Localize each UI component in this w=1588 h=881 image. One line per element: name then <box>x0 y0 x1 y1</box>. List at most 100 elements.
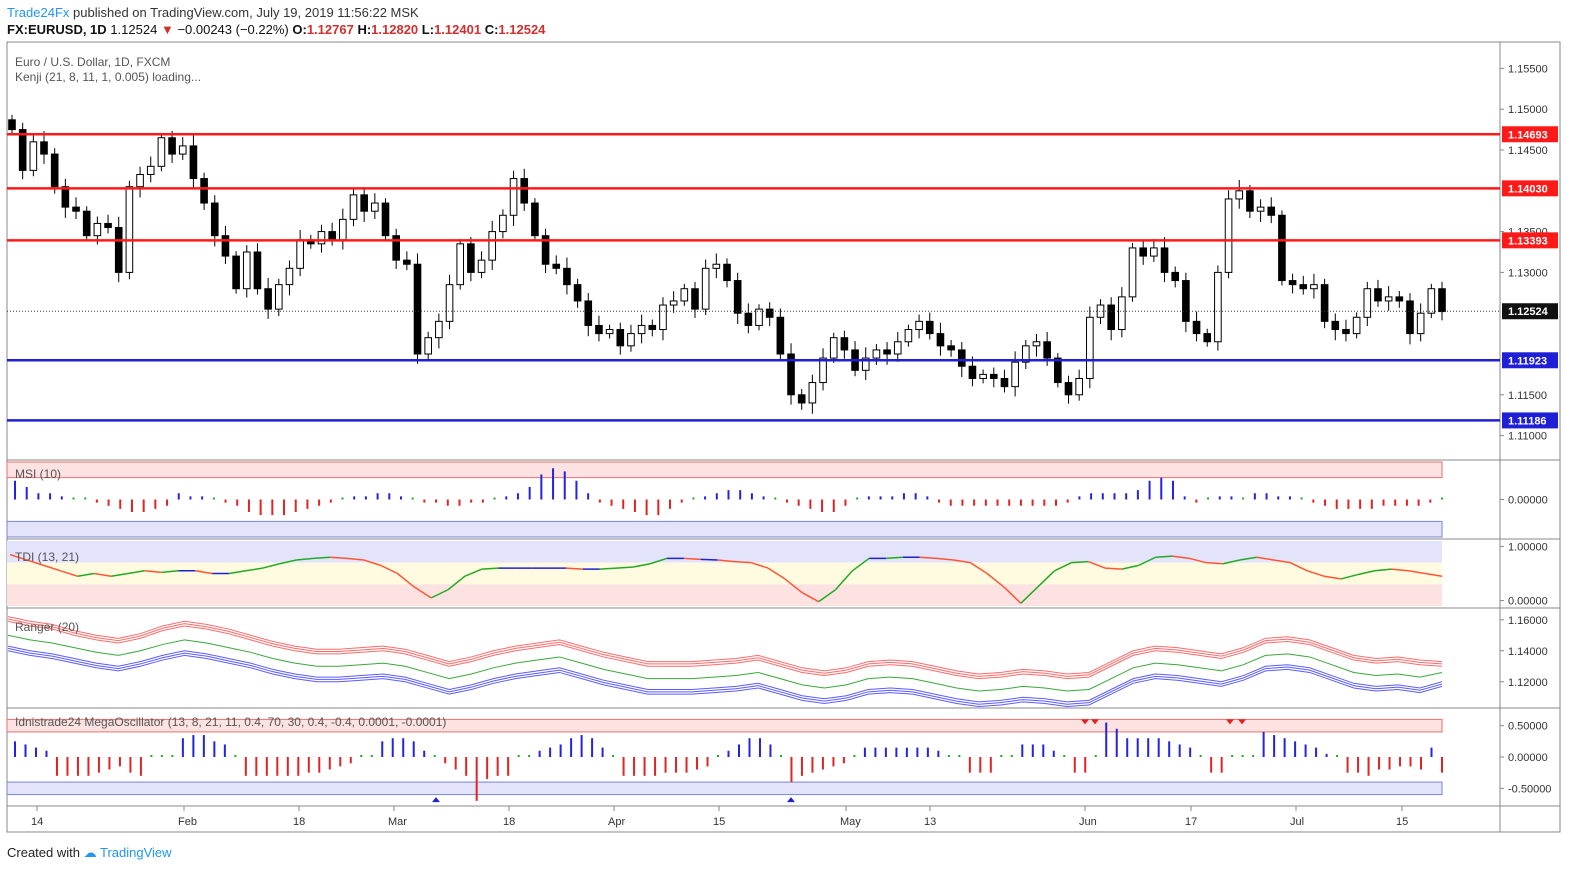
ranger-lower-line <box>7 647 1443 705</box>
price-tick-label: 1.15500 <box>1508 63 1548 75</box>
level-price-tag: 1.11923 <box>1502 352 1558 369</box>
tradingview-link[interactable]: TradingView <box>100 845 172 860</box>
candle-body <box>883 349 891 355</box>
candle-body <box>1320 284 1329 322</box>
candle-body <box>264 288 272 310</box>
tdi-line-segment <box>969 562 988 575</box>
candle-body <box>1160 247 1169 273</box>
candle-body <box>787 353 795 396</box>
tdi-title: TDI (13, 21) <box>15 550 79 564</box>
candle-body <box>413 263 422 355</box>
candle-body <box>29 141 38 171</box>
tdi-line-segment <box>565 567 583 570</box>
candle-body <box>1352 316 1361 335</box>
candle-body <box>1000 377 1009 388</box>
megaosc-tick-label: -0.50000 <box>1508 783 1551 795</box>
candle-body <box>1406 300 1414 335</box>
candle-body <box>904 329 913 343</box>
ranger-mid-line <box>7 634 1443 692</box>
tdi-line-segment <box>767 567 786 580</box>
tdi-line-segment <box>1222 559 1241 565</box>
candle-body <box>1438 288 1446 313</box>
tdi-line-segment <box>1054 561 1072 572</box>
candle-body <box>872 349 881 359</box>
level-tag-bg <box>1502 232 1558 249</box>
tdi-line-segment <box>110 572 129 577</box>
candle-body <box>349 194 358 220</box>
tdi-mid-band <box>7 562 1442 585</box>
msi-title: MSI (10) <box>15 467 61 481</box>
tdi-line-segment <box>599 567 617 570</box>
publish-info: Trade24Fx published on TradingView.com, … <box>7 5 419 20</box>
megaosc-band <box>6 718 1443 733</box>
candle-body <box>531 202 539 237</box>
candle-body <box>1342 329 1350 335</box>
candle-body <box>648 324 657 331</box>
candle-body <box>627 333 635 347</box>
candle-body <box>968 365 977 379</box>
time-tick-label: 13 <box>924 816 936 828</box>
level-tag-bg <box>1502 352 1558 369</box>
time-tick-label: 18 <box>293 816 305 828</box>
tdi-line-segment <box>296 557 314 561</box>
level-price-tag: 1.14693 <box>1502 126 1558 143</box>
ranger-tick-label: 1.14000 <box>1508 646 1548 658</box>
candle-body <box>488 231 497 261</box>
candle-body <box>1299 284 1308 290</box>
level-price-tag: 1.11186 <box>1502 412 1558 429</box>
candle-body <box>723 263 731 282</box>
candle-body <box>1043 341 1051 359</box>
down-arrow-icon: ▼ <box>160 22 174 37</box>
tdi-line-segment <box>953 559 971 564</box>
time-tick-label: Feb <box>178 816 197 828</box>
candle-body <box>840 337 849 351</box>
tdi-line-segment <box>60 570 78 577</box>
candle-body <box>499 214 507 233</box>
tdi-line-segment <box>313 556 331 560</box>
tdi-line-segment <box>751 561 769 569</box>
tdi-line-segment <box>1425 572 1443 577</box>
footer: Created with ☁ TradingView <box>7 845 172 861</box>
candle-body <box>200 178 208 204</box>
candle-body <box>563 267 571 286</box>
msi-band <box>6 461 1443 479</box>
tdi-line-segment <box>26 559 44 567</box>
candle-body <box>915 320 923 331</box>
candle-body <box>1064 382 1073 396</box>
candle-body <box>605 329 614 335</box>
price-tick-label: 1.14500 <box>1508 145 1548 157</box>
price-tick-label: 1.11500 <box>1508 390 1547 402</box>
tdi-line-segment <box>380 564 398 575</box>
candle-body <box>1086 316 1094 379</box>
candle-body <box>1374 288 1382 302</box>
time-tick-label: May <box>840 816 861 828</box>
tdi-line-segment <box>1374 568 1392 572</box>
ohlc-bar: FX:EURUSD, 1D 1.12524 ▼ −0.00243 (−0.22%… <box>7 22 545 37</box>
candle-body <box>1118 296 1126 331</box>
ranger-upper-line <box>7 620 1443 680</box>
tdi-line-segment <box>363 559 381 567</box>
tdi-line-segment <box>346 557 364 561</box>
candle-body <box>82 210 91 237</box>
symbol-label: FX:EURUSD, 1D <box>7 22 107 37</box>
tdi-tick-label: 0.00000 <box>1508 596 1548 608</box>
candle-body <box>616 329 625 347</box>
tdi-line-segment <box>851 557 870 572</box>
candle-body <box>1310 284 1318 290</box>
megaosc-band <box>6 781 1443 796</box>
candle-body <box>744 312 753 326</box>
created-with-text: Created with <box>7 845 80 860</box>
time-tick-label: Jun <box>1079 816 1097 828</box>
brand-link[interactable]: Trade24Fx <box>7 5 70 20</box>
price-tick-label: 1.15000 <box>1508 104 1548 116</box>
candle-body <box>1235 190 1244 200</box>
candle-body <box>659 304 667 331</box>
candle-body <box>114 227 123 273</box>
candle-body <box>861 357 870 371</box>
candle-body <box>936 333 945 347</box>
candle-body <box>1107 304 1115 331</box>
level-price-tag: 1.14030 <box>1502 180 1558 197</box>
candle-body <box>435 320 443 339</box>
tdi-line-segment <box>144 570 162 574</box>
